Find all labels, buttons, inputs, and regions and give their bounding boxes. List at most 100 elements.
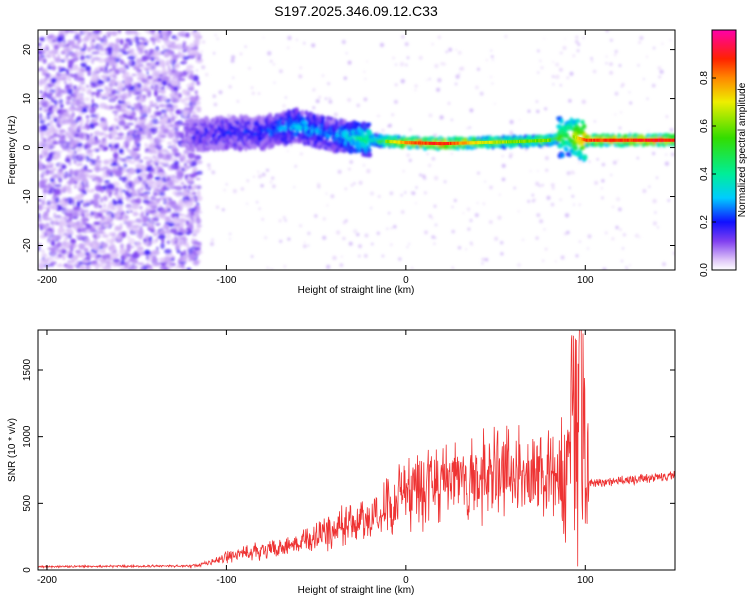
noise-speckle xyxy=(38,204,43,211)
noise-speckle xyxy=(482,202,486,206)
noise-speckle xyxy=(423,191,427,195)
noise-speckle xyxy=(102,234,109,238)
noise-speckle xyxy=(207,167,212,171)
noise-speckle xyxy=(434,63,439,69)
noise-speckle xyxy=(117,106,122,112)
noise-speckle xyxy=(408,158,412,162)
noise-speckle xyxy=(517,210,520,213)
noise-speckle xyxy=(125,30,133,35)
noise-speckle xyxy=(104,104,108,110)
noise-speckle xyxy=(42,217,51,221)
noise-speckle xyxy=(116,234,122,240)
noise-speckle xyxy=(113,143,119,149)
noise-speckle xyxy=(330,194,335,199)
noise-speckle xyxy=(147,210,151,214)
noise-speckle xyxy=(80,54,85,61)
noise-speckle xyxy=(453,199,457,202)
noise-speckle xyxy=(112,64,116,71)
noise-speckle xyxy=(536,109,540,114)
noise-speckle xyxy=(177,85,182,90)
noise-speckle xyxy=(221,208,225,212)
noise-speckle xyxy=(158,191,166,197)
noise-speckle xyxy=(87,189,95,193)
noise-speckle xyxy=(95,255,98,262)
noise-speckle xyxy=(92,148,97,152)
noise-speckle xyxy=(45,50,49,56)
noise-speckle xyxy=(100,104,104,107)
noise-speckle xyxy=(58,226,64,233)
noise-speckle xyxy=(279,239,283,243)
noise-speckle xyxy=(102,124,108,132)
noise-speckle xyxy=(303,241,306,244)
noise-speckle xyxy=(163,223,170,230)
noise-speckle xyxy=(657,226,659,229)
noise-speckle xyxy=(110,158,116,161)
noise-speckle xyxy=(120,158,124,162)
noise-speckle xyxy=(38,114,42,121)
noise-speckle xyxy=(248,66,251,70)
noise-speckle xyxy=(165,86,171,89)
noise-speckle xyxy=(621,82,625,87)
noise-speckle xyxy=(102,70,111,74)
noise-speckle xyxy=(114,117,117,122)
noise-speckle xyxy=(191,102,196,108)
ridge-cell xyxy=(315,134,322,142)
noise-speckle xyxy=(149,201,158,207)
noise-speckle xyxy=(271,176,275,180)
noise-speckle xyxy=(339,263,344,267)
noise-speckle xyxy=(178,261,187,264)
noise-speckle xyxy=(287,237,291,241)
noise-speckle xyxy=(152,155,156,159)
noise-speckle xyxy=(358,244,362,249)
noise-speckle xyxy=(63,171,69,178)
noise-speckle xyxy=(177,155,186,157)
noise-speckle xyxy=(55,150,63,153)
noise-speckle xyxy=(342,220,347,225)
noise-speckle xyxy=(50,113,56,119)
noise-speckle xyxy=(166,62,169,66)
noise-speckle xyxy=(177,263,183,269)
noise-speckle xyxy=(40,132,45,137)
noise-speckle xyxy=(79,127,88,131)
ridge-cell xyxy=(361,132,365,138)
noise-speckle xyxy=(159,262,165,265)
noise-speckle xyxy=(554,260,557,263)
noise-speckle xyxy=(501,177,506,182)
noise-speckle xyxy=(80,122,83,128)
noise-speckle xyxy=(50,205,58,210)
noise-speckle xyxy=(266,168,269,172)
noise-speckle xyxy=(52,152,61,160)
noise-speckle xyxy=(620,111,622,114)
noise-speckle xyxy=(366,168,371,174)
noise-speckle xyxy=(194,90,198,94)
noise-speckle xyxy=(59,220,66,227)
noise-speckle xyxy=(517,263,521,267)
noise-speckle xyxy=(97,80,105,85)
noise-speckle xyxy=(158,129,164,136)
noise-speckle xyxy=(167,177,171,180)
noise-speckle xyxy=(40,135,44,141)
noise-speckle xyxy=(150,195,157,201)
noise-speckle xyxy=(618,207,622,212)
noise-speckle xyxy=(136,69,143,73)
noise-speckle xyxy=(48,50,53,54)
noise-speckle xyxy=(152,33,160,39)
noise-speckle xyxy=(575,39,579,44)
noise-speckle xyxy=(437,78,442,83)
noise-speckle xyxy=(408,128,412,132)
noise-speckle xyxy=(434,223,438,227)
noise-speckle xyxy=(112,110,119,114)
noise-speckle xyxy=(71,254,79,261)
noise-speckle xyxy=(70,152,76,160)
spectrogram-heatmap xyxy=(38,30,675,270)
noise-speckle xyxy=(322,235,327,240)
noise-speckle xyxy=(282,216,286,220)
noise-speckle xyxy=(38,219,42,222)
noise-speckle xyxy=(154,111,163,117)
noise-speckle xyxy=(62,57,67,60)
noise-speckle xyxy=(53,256,61,260)
noise-speckle xyxy=(544,107,548,111)
noise-speckle xyxy=(108,97,116,103)
noise-speckle xyxy=(532,198,536,202)
noise-speckle xyxy=(102,209,109,213)
